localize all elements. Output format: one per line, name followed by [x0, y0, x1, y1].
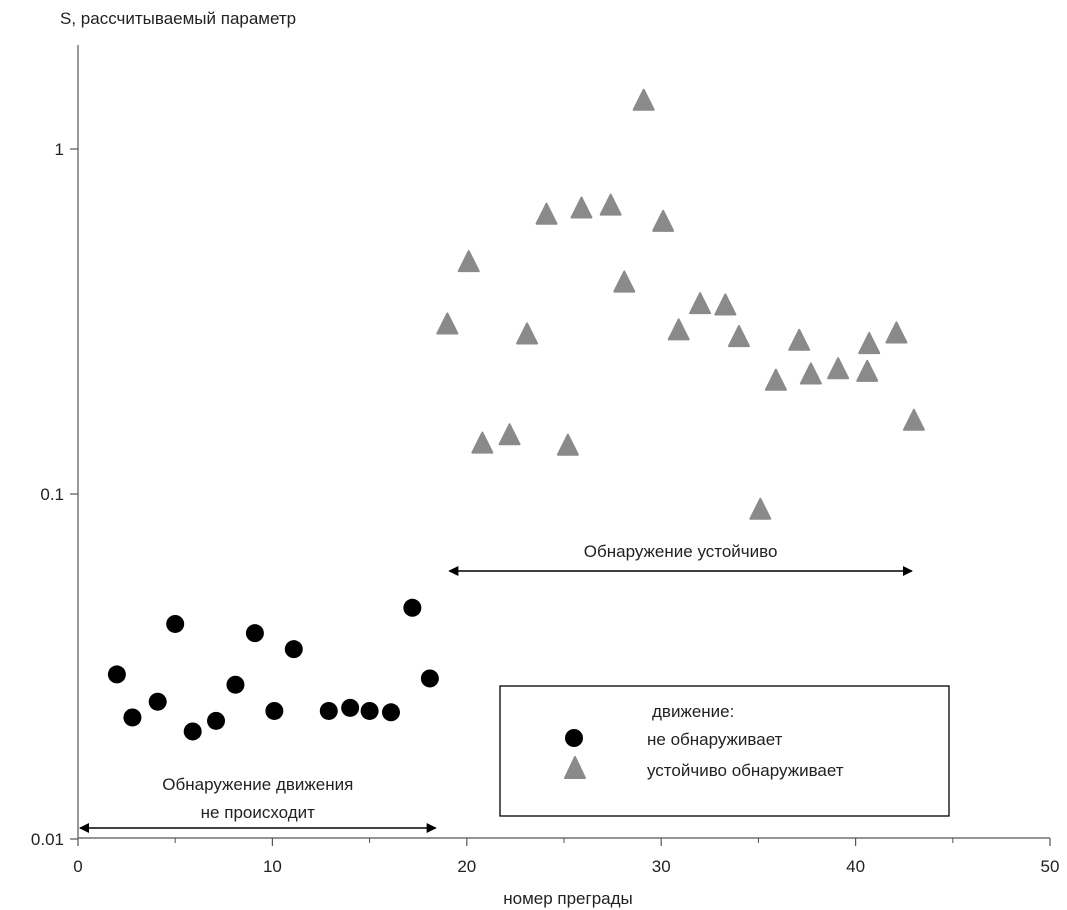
point-triangle [556, 433, 579, 456]
x-axis-label: номер преграды [503, 889, 633, 908]
legend-entry-not-detect: не обнаруживает [647, 730, 783, 749]
point-triangle [535, 202, 558, 225]
point-triangle [457, 250, 480, 273]
point-triangle [570, 196, 593, 219]
point-circle [107, 665, 126, 684]
x-tick-label: 40 [846, 857, 865, 876]
point-triangle [436, 312, 459, 335]
point-triangle [714, 293, 737, 316]
point-triangle [858, 332, 881, 355]
point-triangle [856, 359, 879, 382]
point-circle [341, 698, 360, 717]
legend-title: движение: [652, 702, 734, 721]
point-triangle [652, 209, 675, 232]
point-circle [183, 722, 202, 741]
point-circle [284, 640, 303, 659]
point-circle [166, 614, 185, 633]
point-triangle [902, 408, 925, 431]
point-triangle [799, 362, 822, 385]
point-triangle [498, 423, 521, 446]
point-circle [403, 598, 422, 617]
point-circle [265, 701, 284, 720]
point-triangle [471, 431, 494, 454]
point-triangle [667, 318, 690, 341]
annotation-text: не происходит [201, 803, 315, 822]
point-circle [148, 692, 167, 711]
point-circle [319, 701, 338, 720]
point-circle [245, 624, 264, 643]
data-points [107, 88, 925, 741]
axis-ticks: 0 10 20 30 40 50 0.01 0.1 1 [31, 140, 1060, 876]
point-triangle [727, 325, 750, 348]
annotation-text: Обнаружение движения [162, 775, 353, 794]
point-circle [420, 669, 439, 688]
y-tick-label: 0.1 [40, 485, 64, 504]
point-triangle [632, 88, 655, 111]
point-circle [381, 703, 400, 722]
point-triangle [689, 292, 712, 315]
y-tick-label: 0.01 [31, 830, 64, 849]
point-triangle [749, 497, 772, 520]
point-triangle [788, 328, 811, 351]
point-triangle [516, 322, 539, 345]
point-triangle [613, 270, 636, 293]
annotations: Обнаружение движения не происходит Обнаруж… [79, 542, 913, 833]
legend-box [499, 685, 950, 817]
x-tick-label: 20 [457, 857, 476, 876]
legend-circle-icon [565, 729, 583, 747]
legend-entry-detect: устойчиво обнаруживает [647, 761, 844, 780]
x-tick-label: 50 [1041, 857, 1060, 876]
y-tick-label: 1 [55, 140, 64, 159]
point-circle [123, 708, 142, 727]
x-tick-label: 0 [73, 857, 82, 876]
legend-triangle-icon [564, 756, 586, 779]
point-triangle [764, 368, 787, 391]
point-circle [226, 675, 245, 694]
y-axis-label: S, рассчитываемый параметр [60, 9, 296, 28]
point-circle [360, 701, 379, 720]
point-triangle [599, 193, 622, 216]
annotation-text: Обнаружение устойчиво [584, 542, 778, 561]
point-triangle [827, 357, 850, 380]
x-tick-label: 30 [652, 857, 671, 876]
point-circle [207, 711, 226, 730]
legend: движение: не обнаруживает устойчиво обна… [499, 685, 950, 817]
point-triangle [885, 321, 908, 344]
x-tick-label: 10 [263, 857, 282, 876]
